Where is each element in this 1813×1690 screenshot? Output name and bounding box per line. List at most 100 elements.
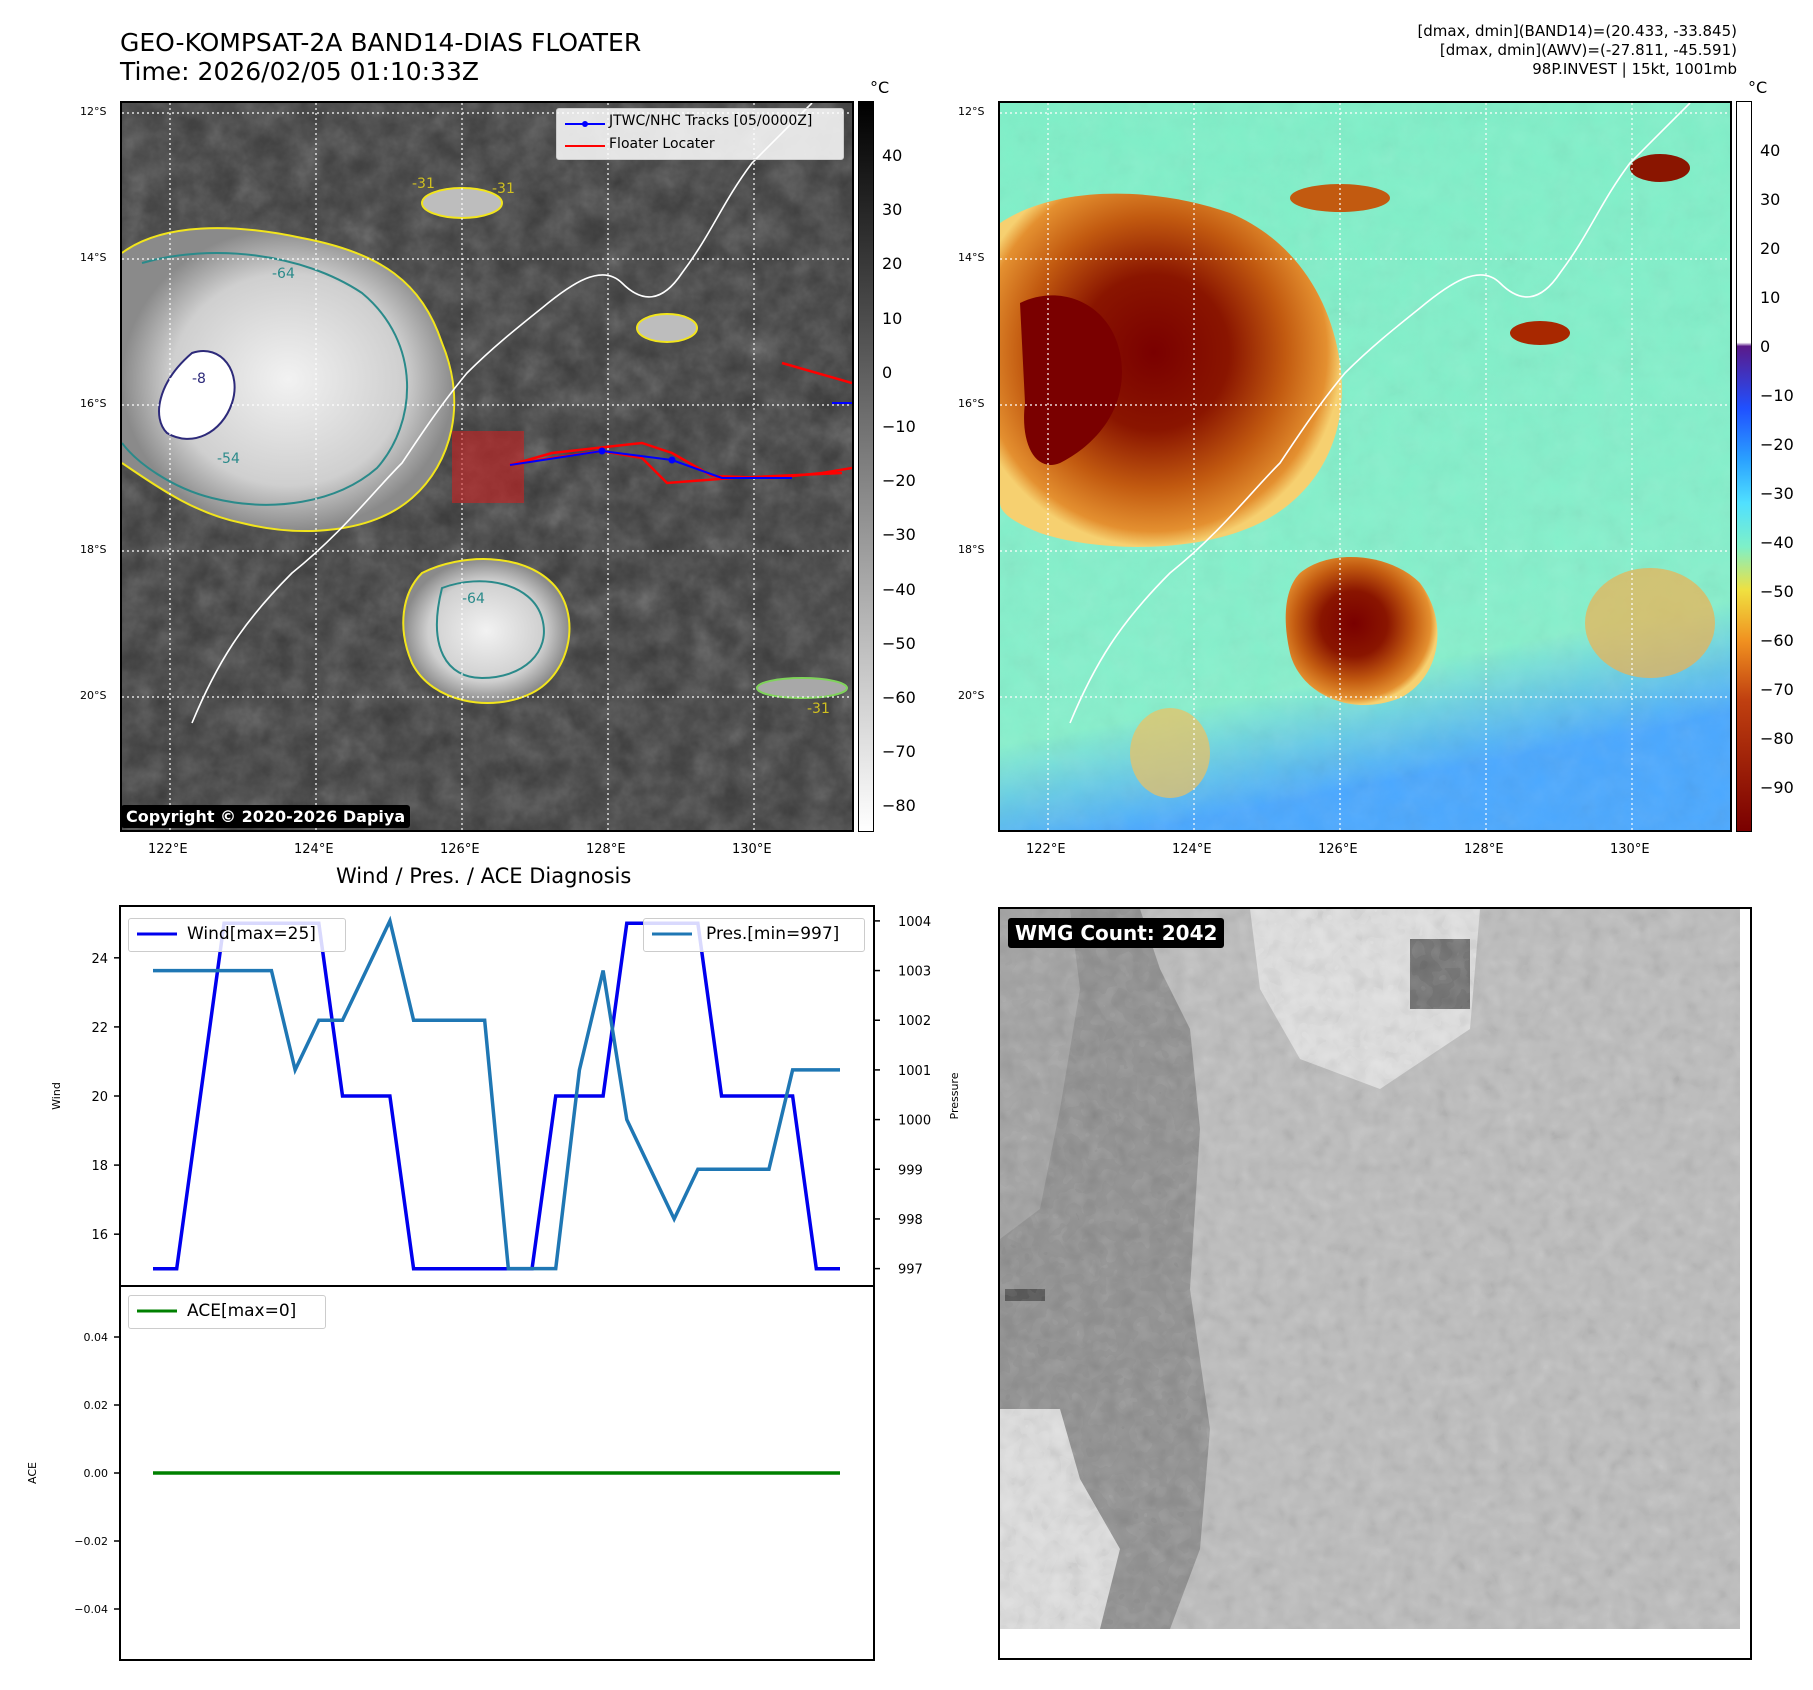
cloud-cell-southeast: [756, 677, 848, 699]
colorbar-tick-label: 30: [882, 200, 903, 220]
contour-label: -31: [807, 701, 830, 717]
lat-label: 16°S: [80, 397, 107, 410]
cold-cloud-south: [402, 558, 571, 704]
colorbar-tick-label: 40: [882, 146, 903, 165]
colorbar-tick-label: −30: [1760, 484, 1794, 503]
contour-label: -31: [412, 176, 435, 192]
lat-label: 18°S: [958, 543, 985, 556]
lat-label: 14°S: [80, 251, 107, 264]
awv-map-panel: [998, 101, 1732, 832]
colorbar-tick-label: 20: [1760, 239, 1781, 258]
ace-tick-label: 0.00: [84, 1467, 109, 1480]
colorbar-tick-label: −80: [882, 796, 916, 816]
colorbar-tick-label: 30: [1760, 190, 1781, 209]
colorbar-tick-label: 10: [1760, 288, 1781, 307]
wmg-bottom-margin: [1000, 1629, 1750, 1658]
ace-axis-label: ACE: [26, 1462, 39, 1484]
colorbar-tick-label: −70: [1760, 680, 1794, 699]
ir-colorbar: [858, 101, 874, 832]
colorbar-tick-label: −80: [1760, 729, 1794, 748]
lat-label: 14°S: [958, 251, 985, 264]
colorbar-tick-label: 0: [882, 362, 893, 382]
lon-label: 124°E: [1172, 842, 1212, 857]
jtwc-track-point: [668, 456, 676, 464]
awv-cell-northeast: [1630, 154, 1690, 182]
colorbar-tick-label: −40: [1760, 533, 1794, 552]
copyright-badge: Copyright © 2020-2026 Dapiya: [121, 805, 411, 828]
floater-box: [452, 431, 524, 503]
pressure-tick-label: 1004: [898, 915, 931, 930]
legend-track-label: JTWC/NHC Tracks [05/0000Z]: [609, 113, 813, 129]
ir-colorbar-unit: °C: [870, 78, 890, 97]
wind-tick-label: 20: [91, 1090, 108, 1105]
contour-8-core: [158, 350, 236, 440]
colorbar-tick-label: −60: [1760, 631, 1794, 650]
ace-legend-marker: [137, 1309, 177, 1313]
wind-series-line: [153, 921, 840, 1271]
lat-label: 12°S: [958, 105, 985, 118]
colorbar-tick-label: −60: [882, 688, 916, 707]
wind-legend-label: Wind[max=25]: [187, 924, 316, 944]
jtwc-track-point: [598, 447, 606, 455]
awv-cell-southeast: [1585, 568, 1715, 678]
coastline: [1069, 103, 1691, 724]
wind-axis-label: Wind: [50, 1082, 63, 1110]
pressure-tick-label: 1000: [898, 1114, 931, 1129]
colorbar-tick-label: −50: [1760, 582, 1794, 601]
colorbar-tick-label: −40: [882, 579, 916, 599]
colorbar-tick-label: −10: [882, 417, 916, 436]
wmg-right-margin: [1740, 909, 1750, 1658]
wind-tick-label: 24: [91, 952, 108, 967]
colorbar-tick-label: −20: [1760, 435, 1794, 454]
awv-cell-east: [1510, 321, 1570, 345]
pressure-tick-label: 1003: [898, 965, 931, 980]
wmg-panel: [998, 907, 1752, 1660]
contour-64-south: [436, 580, 545, 680]
lon-label: 124°E: [294, 842, 334, 857]
contour-label: -54: [217, 451, 240, 467]
lon-label: 122°E: [148, 842, 188, 857]
legend-locater-marker: [565, 145, 605, 147]
floater-locater-track-3: [781, 361, 852, 385]
wind-tick-label: 16: [91, 1228, 108, 1243]
colorbar-tick-label: −90: [1760, 778, 1794, 797]
lon-label: 128°E: [586, 842, 626, 857]
ir-grid: [122, 103, 852, 830]
colorbar-tick-label: 0: [1760, 337, 1771, 356]
pressure-tick-label: 1002: [898, 1014, 931, 1029]
lat-label: 20°S: [958, 689, 985, 702]
contour-54-west: [122, 252, 409, 506]
contour-label: -31: [492, 181, 515, 197]
pressure-tick-label: 1001: [898, 1064, 931, 1079]
awv-core: [1020, 295, 1122, 465]
wind-legend: Wind[max=25]: [128, 918, 346, 952]
lon-label: 130°E: [1610, 842, 1650, 857]
stats-band14: [dmax, dmin](BAND14)=(20.433, -33.845): [1417, 22, 1737, 40]
legend-locater-label: Floater Locater: [609, 136, 715, 152]
wind-tick-label: 18: [91, 1159, 108, 1174]
pressure-tick-label: 998: [898, 1213, 923, 1228]
chart-title: GEO-KOMPSAT-2A BAND14-DIAS FLOATER: [120, 28, 642, 57]
wmg-image: [1000, 909, 1750, 1658]
lat-label: 18°S: [80, 543, 107, 556]
stats-awv: [dmax, dmin](AWV)=(-27.811, -45.591): [1439, 41, 1737, 59]
pres-legend: Pres.[min=997]: [643, 918, 865, 952]
colorbar-tick-label: −70: [882, 742, 916, 762]
ir-map-panel: -31 -31 -54 -64 -64 -8 -31: [120, 101, 854, 832]
pres-legend-label: Pres.[min=997]: [706, 924, 840, 944]
ir-map: -31 -31 -54 -64 -64 -8 -31: [122, 103, 852, 830]
legend-track-marker: [565, 121, 605, 127]
diagnosis-title: Wind / Pres. / ACE Diagnosis: [336, 864, 632, 888]
lat-label: 20°S: [80, 689, 107, 702]
colorbar-tick-label: −30: [882, 525, 916, 545]
pressure-tick-label: 997: [898, 1263, 923, 1278]
stats-invest: 98P.INVEST | 15kt, 1001mb: [1532, 60, 1737, 78]
coastline: [191, 103, 813, 724]
pressure-series-line: [153, 915, 840, 1271]
colorbar-tick-label: 40: [1760, 141, 1781, 160]
awv-map: [1000, 103, 1730, 830]
awv-colorbar: [1736, 101, 1752, 832]
colorbar-tick-label: 10: [882, 308, 903, 328]
pres-legend-marker: [652, 932, 692, 936]
diagnosis-chart: 24 22 20 18 16 1004 1003 1002 1001 1000 999 998 997 W…: [26, 905, 961, 1661]
